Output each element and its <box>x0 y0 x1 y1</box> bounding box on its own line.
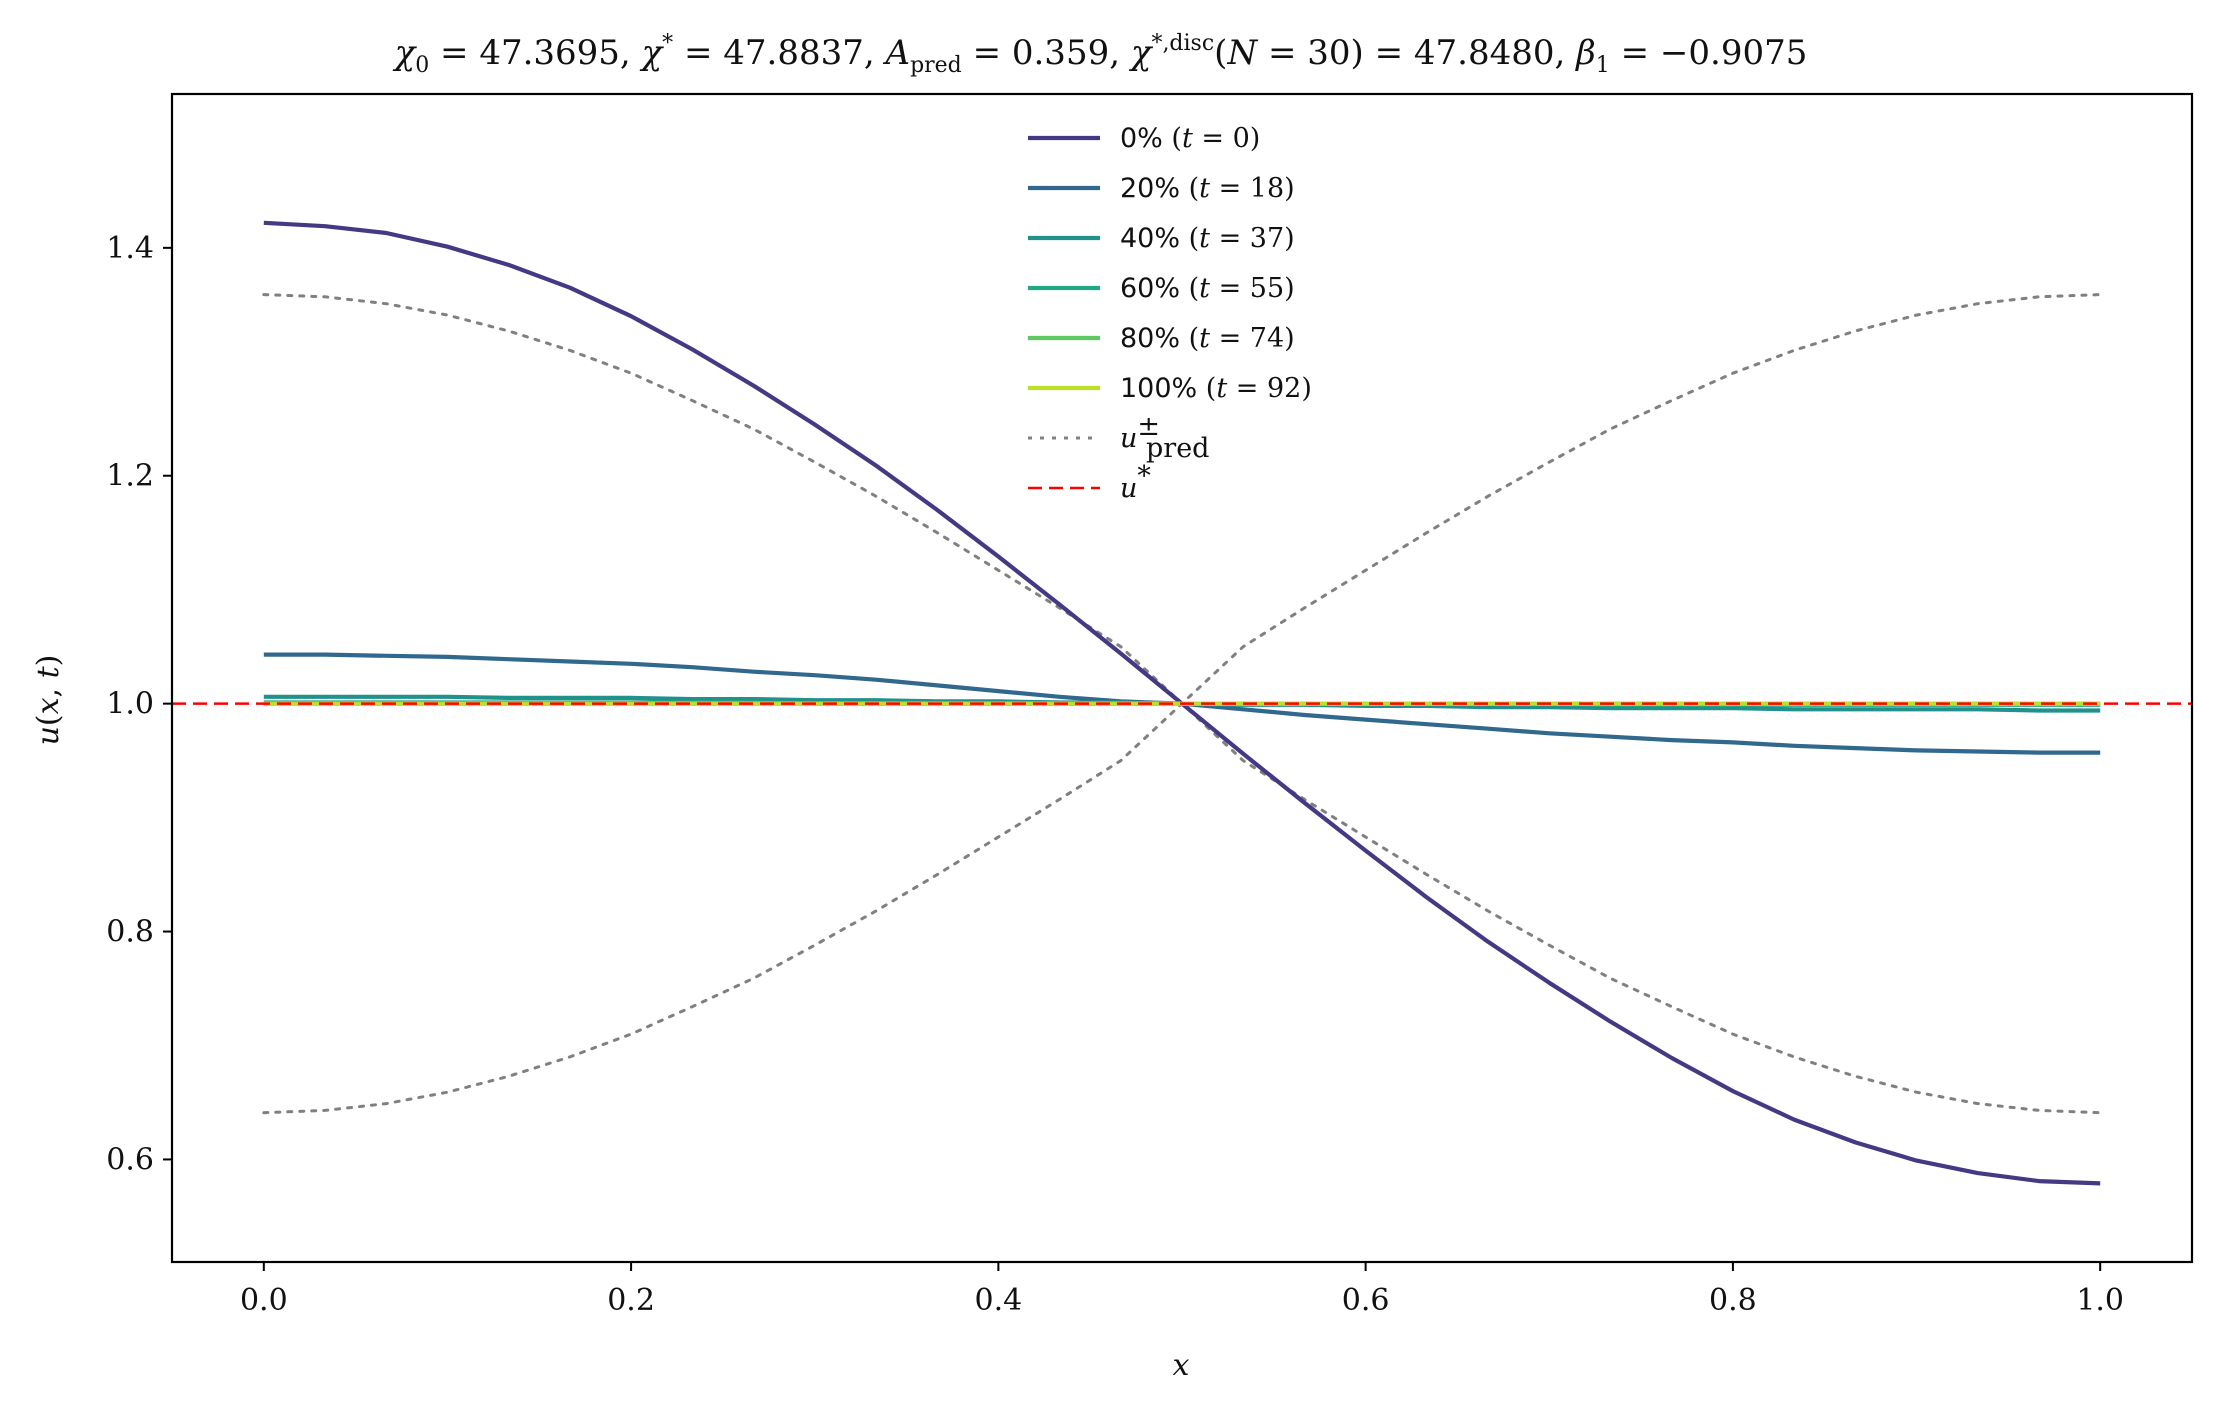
y-tick-label: 1.2 <box>106 459 154 494</box>
y-tick-label: 1.0 <box>106 687 154 722</box>
y-tick-label: 0.6 <box>106 1142 154 1177</box>
y-tick-label: 0.8 <box>106 915 154 950</box>
x-tick-label: 0.2 <box>607 1283 655 1318</box>
x-tick-label: 0.0 <box>240 1283 288 1318</box>
legend-label: u* <box>1120 461 1151 504</box>
legend-label: 80% (t = 74) <box>1120 323 1295 354</box>
legend: 0% (t = 0) 20% (t = 18) 40% (t = 37) 60% (t… <box>1028 123 1312 504</box>
series-lines <box>172 220 2192 1186</box>
x-tick-label: 0.8 <box>1709 1283 1757 1318</box>
y-axis-label: u(x, t) <box>31 655 66 746</box>
x-axis-label: x <box>1173 1348 1190 1383</box>
legend-label: 20% (t = 18) <box>1120 173 1295 204</box>
axes: 0.0 0.2 0.4 0.6 0.8 1.0 0.6 0.8 1.0 1.2 1.4 <box>106 92 2194 1318</box>
legend-label: 40% (t = 37) <box>1120 223 1295 254</box>
y-tick-label: 1.4 <box>106 231 154 266</box>
legend-label: u± pred <box>1120 411 1209 464</box>
axes-frame <box>170 92 2194 1264</box>
x-tick-label: 1.0 <box>2076 1283 2124 1318</box>
x-tick-label: 0.4 <box>975 1283 1023 1318</box>
plot-area <box>172 220 2192 1186</box>
x-tick-label: 0.6 <box>1342 1283 1390 1318</box>
legend-label: 100% (t = 92) <box>1120 373 1312 404</box>
legend-label: 60% (t = 55) <box>1120 273 1295 304</box>
legend-label: 0% (t = 0) <box>1120 123 1260 154</box>
chart-title: χ0 = 47.3695, χ* = 47.8837, Apred = 0.35… <box>393 31 1808 78</box>
